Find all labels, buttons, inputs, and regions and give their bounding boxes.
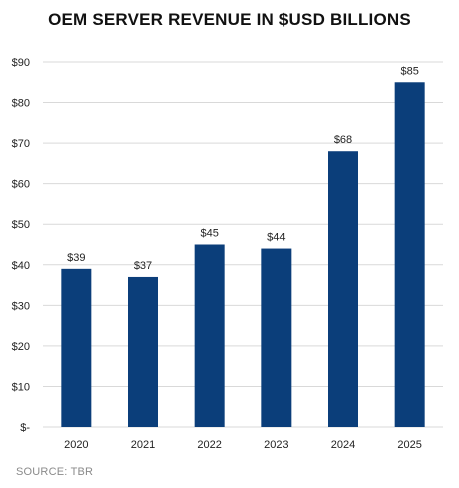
y-tick-label: $40 [12,260,30,272]
bar [394,82,425,428]
y-tick-label: $50 [12,219,30,231]
y-tick-label: $10 [12,381,30,393]
bar [328,151,358,427]
y-tick-label: $90 [12,57,30,69]
x-tick-label: 2020 [64,439,88,451]
bar [128,276,158,427]
data-label: $85 [400,65,418,77]
x-tick-label: 2025 [397,439,421,451]
x-tick-label: 2024 [331,439,355,451]
x-tick-label: 2023 [264,439,288,451]
data-label: $68 [334,134,352,146]
data-label: $44 [267,232,285,244]
bar [194,244,225,427]
x-tick-label: 2021 [131,439,155,451]
y-tick-label: $70 [12,138,30,150]
data-label: $39 [67,252,85,264]
data-label: $37 [134,260,152,272]
y-tick-label: $60 [12,179,30,191]
bar [261,248,292,427]
y-tick-label: $30 [12,300,30,312]
x-tick-label: 2022 [197,439,221,451]
bar [61,268,92,427]
y-tick-label: $- [20,422,30,434]
source-note: SOURCE: TBR [16,466,94,478]
y-tick-label: $20 [12,341,30,353]
data-label: $45 [200,228,218,240]
chart-title: OEM SERVER REVENUE IN $USD BILLIONS [48,10,411,29]
y-tick-label: $80 [12,98,30,110]
